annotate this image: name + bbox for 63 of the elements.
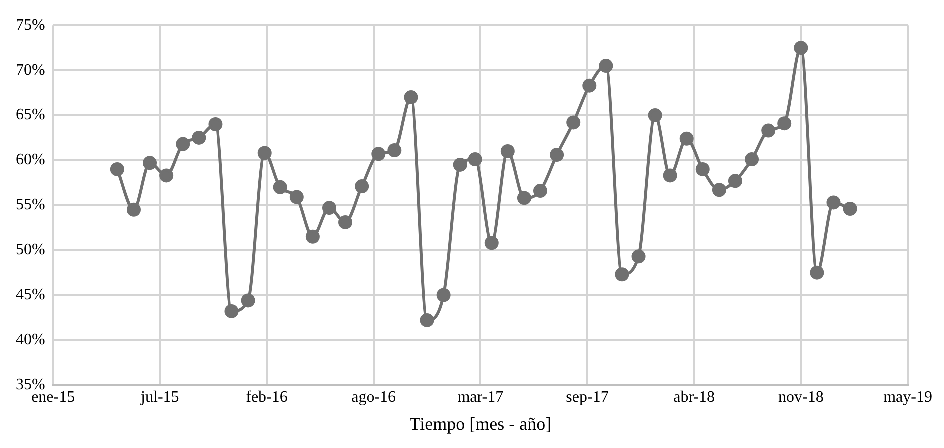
point bbox=[208, 117, 223, 132]
point bbox=[176, 137, 190, 152]
point bbox=[500, 144, 515, 158]
point bbox=[778, 116, 792, 131]
y-tick-label: 65% bbox=[16, 106, 46, 124]
point bbox=[388, 144, 402, 158]
point bbox=[810, 266, 824, 280]
point bbox=[192, 130, 206, 145]
point bbox=[273, 180, 288, 194]
point bbox=[453, 158, 468, 172]
point bbox=[843, 202, 858, 216]
x-tick-label: feb-16 bbox=[246, 389, 288, 406]
y-tick-label: 55% bbox=[16, 196, 46, 214]
point bbox=[566, 116, 581, 130]
point bbox=[355, 180, 370, 194]
y-tick-label: 45% bbox=[16, 286, 46, 304]
point bbox=[826, 196, 841, 210]
point bbox=[436, 288, 451, 302]
y-tick-label: 75% bbox=[16, 16, 46, 34]
y-tick-label: 70% bbox=[16, 62, 46, 79]
point bbox=[712, 183, 726, 198]
x-tick-label: mar-17 bbox=[458, 389, 504, 406]
point bbox=[322, 201, 336, 216]
x-axis-title: Tiempo [mes - año] bbox=[410, 414, 552, 434]
point bbox=[306, 230, 320, 244]
point bbox=[533, 184, 548, 198]
point bbox=[160, 168, 174, 183]
point bbox=[582, 78, 597, 93]
point bbox=[484, 236, 499, 250]
point bbox=[663, 168, 678, 183]
point bbox=[762, 124, 776, 138]
point bbox=[794, 41, 808, 56]
point bbox=[372, 147, 386, 162]
point bbox=[632, 250, 646, 264]
x-tick-label: ago-16 bbox=[352, 389, 396, 406]
x-tick-label: abr-18 bbox=[674, 389, 716, 406]
x-tick-label: sep-17 bbox=[566, 389, 609, 406]
point bbox=[143, 156, 158, 170]
point bbox=[599, 59, 614, 74]
point bbox=[224, 304, 239, 318]
y-tick-label: 50% bbox=[16, 242, 46, 259]
point bbox=[338, 215, 353, 230]
x-tick-label: nov-18 bbox=[778, 389, 824, 406]
x-tick-label: jul-15 bbox=[140, 389, 180, 406]
point bbox=[290, 190, 304, 204]
point bbox=[110, 162, 124, 176]
point bbox=[648, 108, 662, 122]
point bbox=[241, 294, 256, 308]
point bbox=[126, 202, 141, 217]
point bbox=[468, 152, 482, 167]
point bbox=[745, 152, 760, 167]
point bbox=[404, 90, 418, 105]
point bbox=[696, 162, 710, 176]
point bbox=[550, 148, 564, 162]
point bbox=[615, 268, 630, 282]
point bbox=[517, 191, 532, 206]
point bbox=[258, 146, 272, 160]
point bbox=[680, 132, 694, 146]
point bbox=[728, 174, 742, 188]
x-tick-label: may-19 bbox=[884, 389, 932, 406]
point bbox=[420, 313, 434, 328]
y-tick-label: 40% bbox=[16, 331, 46, 348]
y-tick-label: 60% bbox=[16, 152, 46, 169]
